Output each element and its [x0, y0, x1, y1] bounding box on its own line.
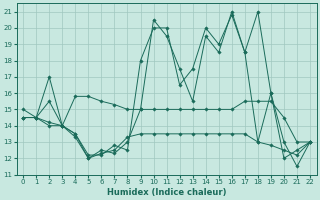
X-axis label: Humidex (Indice chaleur): Humidex (Indice chaleur) — [107, 188, 226, 197]
